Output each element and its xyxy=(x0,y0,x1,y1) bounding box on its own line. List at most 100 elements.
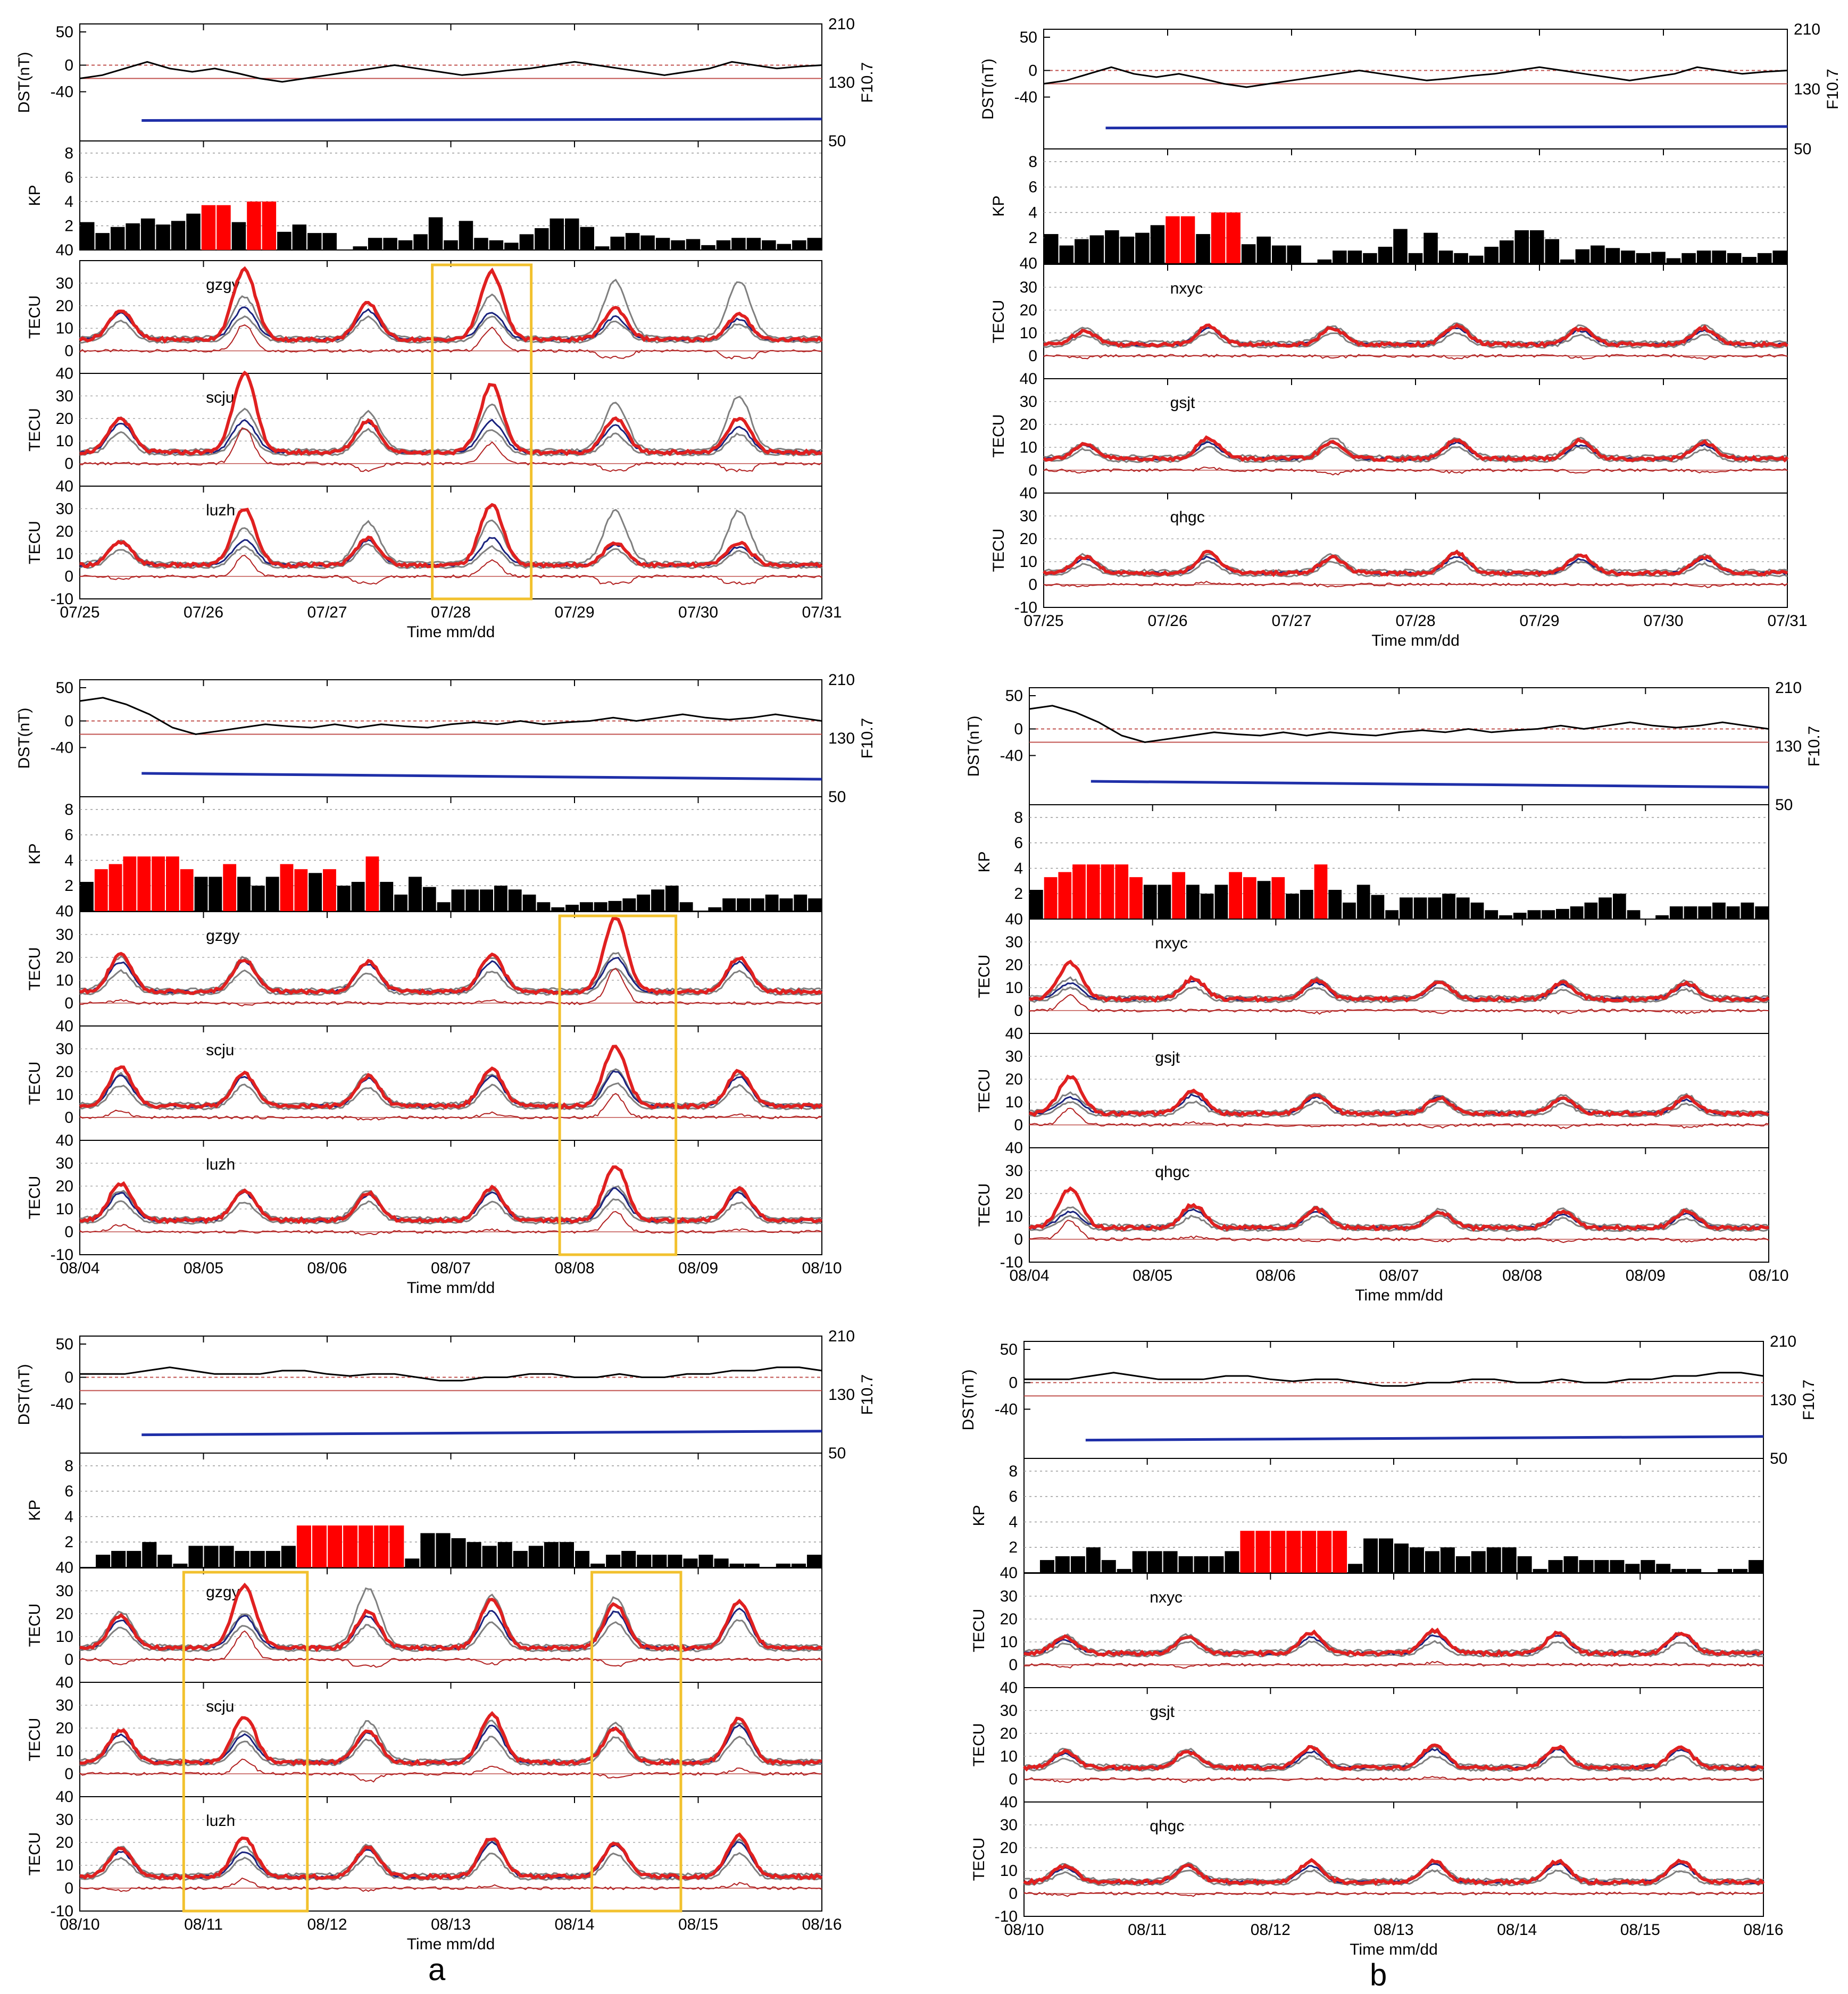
tec-panel-frame-luzh xyxy=(79,1140,822,1255)
kp-bar xyxy=(312,1525,327,1567)
kp-bar xyxy=(1101,1560,1116,1573)
tec-tick-label: 30 xyxy=(56,1582,73,1600)
dst-tick-label: 50 xyxy=(56,23,73,41)
kp-bar xyxy=(1545,239,1560,263)
kp-tick-label: 6 xyxy=(1014,835,1023,852)
kp-bar xyxy=(1347,251,1362,263)
kp-bar xyxy=(1594,1560,1609,1573)
tec-tick-label: 20 xyxy=(1020,416,1037,433)
tec-tick-label: 0 xyxy=(1014,1116,1023,1134)
tec-tick-label: 30 xyxy=(56,387,73,405)
kp-bar xyxy=(1641,1560,1655,1573)
tec-tick-label: 20 xyxy=(56,297,73,315)
tec-observed-gzgy xyxy=(79,1582,823,1653)
tec-tick-label: 0 xyxy=(1014,1002,1023,1020)
tec-lower-bound-gsjt xyxy=(1023,1754,1764,1772)
kp-bar xyxy=(1499,915,1512,919)
kp-bar xyxy=(686,239,701,250)
kp-bar xyxy=(480,889,493,911)
kp-bar xyxy=(1163,1551,1178,1573)
tec-difference-qhgc xyxy=(1023,1891,1764,1897)
station-label-qhgc: qhgc xyxy=(1170,508,1205,526)
kp-bar xyxy=(398,240,413,250)
kp-bar xyxy=(1226,212,1241,263)
kp-bar xyxy=(1655,915,1669,919)
kp-bar xyxy=(1671,1568,1686,1573)
kp-bar xyxy=(1240,1531,1255,1573)
x-tick-label: 07/27 xyxy=(1271,612,1311,630)
tec-tick-label: 20 xyxy=(1005,956,1023,974)
kp-bar xyxy=(1442,894,1455,919)
station-label-qhgc: qhgc xyxy=(1155,1163,1189,1181)
tec-tick-label: 40 xyxy=(56,365,73,382)
tec-panel-frame-qhgc xyxy=(1023,1801,1764,1917)
kp-bar xyxy=(96,1555,111,1567)
tec-tick-label: 30 xyxy=(1020,393,1037,411)
kp-bar xyxy=(1456,897,1470,919)
kp-bar xyxy=(1584,902,1598,919)
x-axis-title: Time mm/dd xyxy=(407,1935,495,1953)
kp-axis-label: KP xyxy=(990,195,1008,216)
kp-bar xyxy=(1681,253,1696,263)
tec-tick-label: 20 xyxy=(1000,1839,1018,1857)
tec-tick-label: 10 xyxy=(56,1200,73,1218)
tec-panel-frame-scju xyxy=(79,1025,822,1141)
kp-bar xyxy=(1229,872,1242,919)
kp-bar xyxy=(1486,1547,1501,1573)
kp-bar xyxy=(777,244,792,250)
tec-tick-label: 20 xyxy=(1000,1725,1018,1742)
tec-observed-gsjt xyxy=(1029,1074,1769,1117)
kp-bar xyxy=(251,886,265,911)
kp-bar xyxy=(265,877,279,911)
event-highlight-box xyxy=(590,1571,682,1913)
tec-tick-label: 0 xyxy=(1009,1885,1018,1903)
f107-tick-label: 210 xyxy=(828,15,855,33)
kp-bar xyxy=(173,1563,188,1567)
tec-tick-label: 0 xyxy=(64,1765,73,1783)
tec-tick-label: 20 xyxy=(56,949,73,966)
kp-bar xyxy=(513,1550,528,1567)
kp-bar xyxy=(1605,248,1620,263)
kp-bar xyxy=(140,218,155,250)
f107-series-line xyxy=(1091,780,1769,789)
kp-bar xyxy=(792,240,806,250)
kp-bar xyxy=(551,907,565,911)
dst-tick-label: 50 xyxy=(1020,29,1037,46)
kp-bar xyxy=(237,877,251,911)
kp-bar xyxy=(1514,230,1529,263)
kp-bar xyxy=(1741,902,1754,919)
f107-series-line xyxy=(141,1430,822,1437)
kp-bar xyxy=(209,877,222,911)
kp-bar xyxy=(1135,232,1150,263)
tec-difference-scju xyxy=(79,427,822,472)
kp-bar xyxy=(1196,234,1210,263)
kp-bar xyxy=(1317,259,1332,263)
tec-upper-bound-luzh xyxy=(79,1838,822,1877)
kp-tick-label: 6 xyxy=(1009,1488,1018,1506)
kp-bar xyxy=(1333,1531,1347,1573)
kp-bar xyxy=(1356,885,1370,919)
kp-bar xyxy=(1485,910,1499,919)
kp-bar xyxy=(489,240,504,250)
kp-bar xyxy=(80,222,95,250)
kp-tick-label: 2 xyxy=(1009,1539,1018,1556)
kp-bar xyxy=(343,1525,358,1567)
kp-bar xyxy=(1570,906,1584,919)
tec-tick-label: -10 xyxy=(1014,599,1037,616)
dst-tick-label: 0 xyxy=(64,713,73,730)
kp-bar xyxy=(201,205,216,250)
x-tick-label: 08/16 xyxy=(802,1916,842,1933)
kp-tick-label: 6 xyxy=(64,169,73,186)
tec-axis-label: TECU xyxy=(976,955,993,998)
tec-observed-luzh xyxy=(79,503,823,569)
kp-bar xyxy=(652,1555,667,1567)
tec-difference-gsjt xyxy=(1043,466,1788,476)
kp-bar xyxy=(528,1546,543,1567)
kp-bar xyxy=(625,233,640,250)
kp-bar xyxy=(1575,249,1590,263)
kp-bar xyxy=(1621,251,1635,263)
tec-tick-label: 30 xyxy=(1020,507,1037,525)
kp-bar xyxy=(1075,239,1089,263)
tec-reference-gzgy xyxy=(79,957,822,994)
tec-upper-bound-scju xyxy=(79,1068,822,1106)
